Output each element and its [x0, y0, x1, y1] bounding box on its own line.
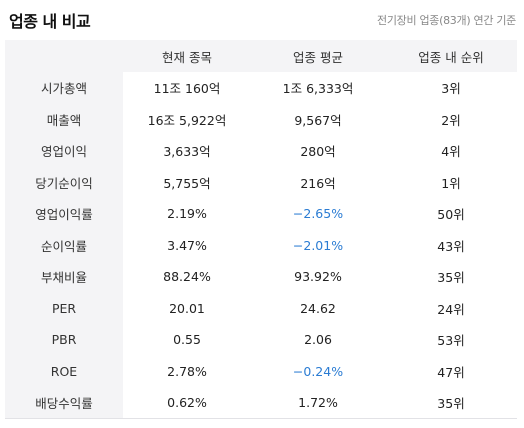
- current-value: 20.01: [169, 300, 205, 316]
- metric-label: PBR: [5, 324, 123, 356]
- average-value: −2.65%: [292, 206, 344, 222]
- average-value: 93.92%: [294, 269, 342, 285]
- current-value: 0.55: [173, 332, 201, 348]
- metric-label: 영업이익: [5, 135, 123, 167]
- table-row: 부채비율 88.24% 93.92% 35위: [5, 261, 517, 293]
- metric-label: 부채비율: [5, 261, 123, 293]
- average-value: 1.72%: [251, 387, 385, 419]
- rank-value: 43위: [437, 238, 465, 254]
- metric-label: ROE: [5, 355, 123, 387]
- average-value: −2.01%: [292, 237, 344, 253]
- table-row: ROE 2.78% −0.24% 47위: [5, 355, 517, 387]
- metric-label: 영업이익률: [5, 198, 123, 230]
- metric-label: 매출액: [5, 103, 123, 135]
- table-row: 시가총액 11조 160억 1조 6,333억 3위: [5, 72, 517, 104]
- table-row: PER 20.01 24.62 24위: [5, 292, 517, 324]
- current-value: 88.24%: [163, 269, 211, 285]
- column-header-current: 현재 종목: [162, 49, 212, 65]
- metric-label: 배당수익률: [5, 387, 123, 419]
- current-value: 5,755억: [163, 175, 211, 191]
- column-header-average: 업종 평균: [293, 49, 343, 65]
- rank-value: 35위: [437, 270, 465, 286]
- average-value: −0.24%: [292, 363, 344, 379]
- current-value: 3.47%: [167, 237, 207, 253]
- column-header-rank: 업종 내 순위: [418, 49, 484, 65]
- table-row: 영업이익 3,633억 280억 4위: [5, 135, 517, 167]
- column-header-metric: [5, 40, 123, 72]
- rank-value: 47위: [437, 364, 465, 380]
- table-row: 영업이익률 2.19% −2.65% 50위: [5, 198, 517, 230]
- average-value: 9,567억: [294, 112, 342, 128]
- average-value: 280억: [300, 144, 336, 160]
- table-row: PBR 0.55 2.06 53위: [5, 324, 517, 356]
- panel-subtitle: 전기장비 업종(83개) 연간 기준: [377, 14, 516, 27]
- table-row: 순이익률 3.47% −2.01% 43위: [5, 229, 517, 261]
- current-value: 2.78%: [167, 363, 207, 379]
- metric-label: 시가총액: [5, 72, 123, 104]
- average-value: 24.62: [300, 300, 336, 316]
- current-value: 0.62%: [123, 387, 251, 419]
- table-header-row: 현재 종목 업종 평균 업종 내 순위: [5, 40, 517, 72]
- table-row: 당기순이익 5,755억 216억 1위: [5, 166, 517, 198]
- rank-value: 35위: [385, 387, 517, 419]
- panel-header: 업종 내 비교 전기장비 업종(83개) 연간 기준: [0, 0, 524, 40]
- current-value: 2.19%: [167, 206, 207, 222]
- panel-title: 업종 내 비교: [9, 12, 91, 31]
- rank-value: 53위: [437, 333, 465, 349]
- rank-value: 2위: [441, 112, 461, 128]
- average-value: 1조 6,333억: [282, 81, 354, 97]
- current-value: 3,633억: [163, 144, 211, 160]
- rank-value: 1위: [441, 175, 461, 191]
- metric-label: 순이익률: [5, 229, 123, 261]
- average-value: 216억: [300, 175, 336, 191]
- current-value: 16조 5,922억: [147, 112, 227, 128]
- rank-value: 3위: [441, 81, 461, 97]
- table-row: 배당수익률 0.62% 1.72% 35위: [5, 387, 517, 419]
- metric-label: PER: [5, 292, 123, 324]
- rank-value: 24위: [437, 301, 465, 317]
- rank-value: 4위: [441, 144, 461, 160]
- rank-value: 50위: [437, 207, 465, 223]
- average-value: 2.06: [304, 332, 332, 348]
- table-row: 매출액 16조 5,922억 9,567억 2위: [5, 103, 517, 135]
- current-value: 11조 160억: [153, 81, 221, 97]
- comparison-table: 현재 종목 업종 평균 업종 내 순위 시가총액 11조 160억 1조 6,3…: [5, 40, 517, 419]
- metric-label: 당기순이익: [5, 166, 123, 198]
